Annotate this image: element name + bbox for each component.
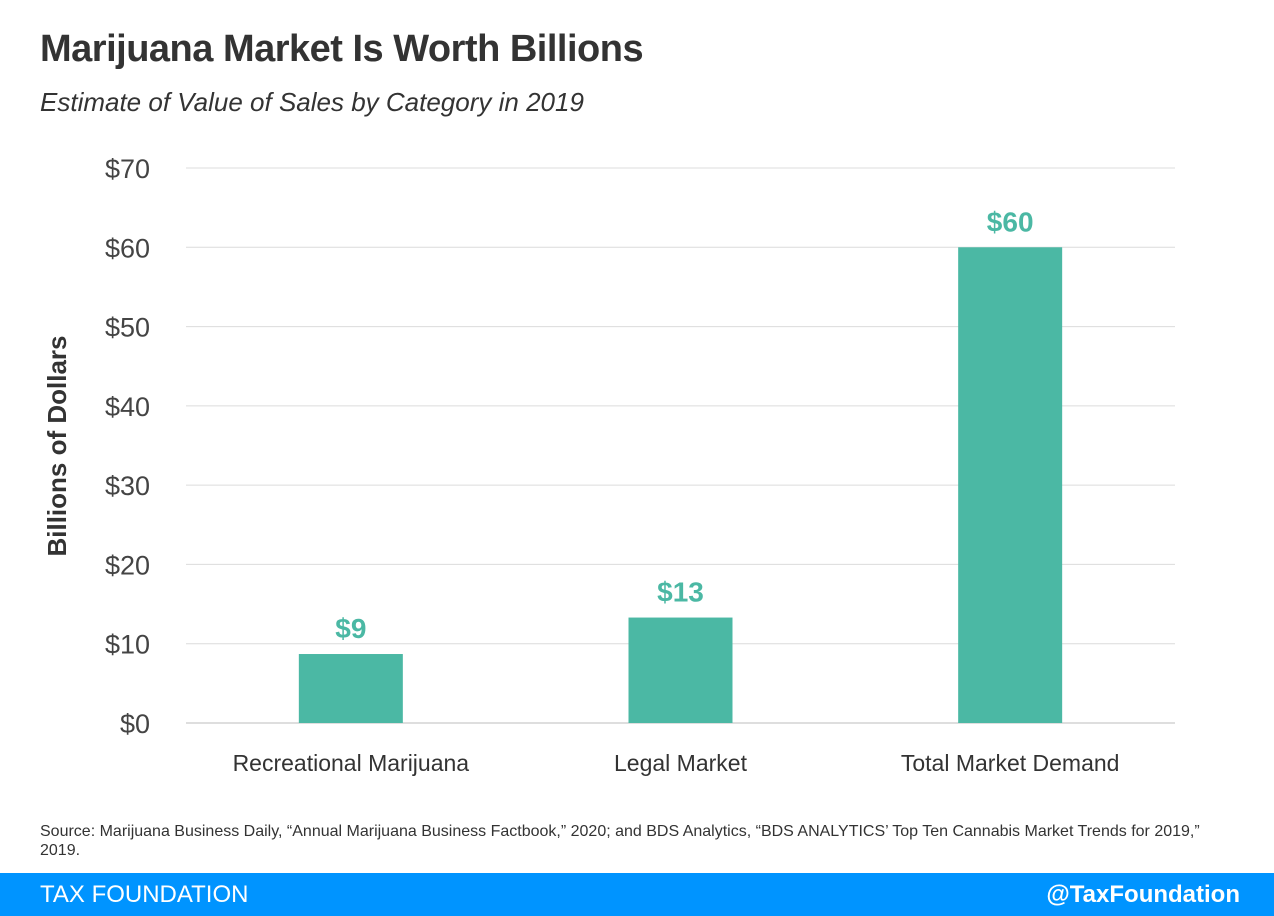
bar-chart: $0 $10 $20 $30 $40 $50 $60 $70 $9 $13 $60 Recreat… — [42, 154, 1175, 776]
bar — [628, 617, 733, 723]
y-tick-label: $20 — [105, 550, 150, 580]
data-label: $60 — [987, 206, 1034, 237]
x-tick-label: Recreational Marijuana — [233, 750, 470, 776]
y-tick-label: $10 — [105, 630, 150, 660]
bar — [298, 654, 403, 723]
footer-handle: @TaxFoundation — [1046, 881, 1240, 908]
footer-brand: TAX FOUNDATION — [40, 881, 249, 908]
footer-bar: TAX FOUNDATION @TaxFoundation — [0, 873, 1274, 916]
chart-subtitle: Estimate of Value of Sales by Category i… — [40, 87, 584, 117]
x-axis-ticks: Recreational Marijuana Legal Market Total … — [233, 750, 1120, 776]
chart-title: Marijuana Market Is Worth Billions — [40, 28, 644, 70]
y-tick-label: $40 — [105, 392, 150, 422]
y-tick-label: $70 — [105, 154, 150, 184]
data-label: $9 — [335, 613, 366, 644]
x-tick-label: Total Market Demand — [901, 750, 1120, 776]
source-note: Source: Marijuana Business Daily, “Annua… — [40, 823, 1200, 859]
y-tick-label: $30 — [105, 471, 150, 501]
y-axis-ticks: $0 $10 $20 $30 $40 $50 $60 $70 — [105, 154, 150, 739]
data-label: $13 — [657, 577, 704, 608]
y-axis-label: Billions of Dollars — [42, 335, 72, 556]
y-tick-label: $50 — [105, 313, 150, 343]
bars — [298, 247, 1063, 724]
x-tick-label: Legal Market — [614, 750, 748, 776]
y-tick-label: $0 — [120, 709, 150, 739]
data-labels: $9 $13 $60 — [335, 206, 1033, 644]
bar — [958, 247, 1063, 724]
y-tick-label: $60 — [105, 233, 150, 263]
